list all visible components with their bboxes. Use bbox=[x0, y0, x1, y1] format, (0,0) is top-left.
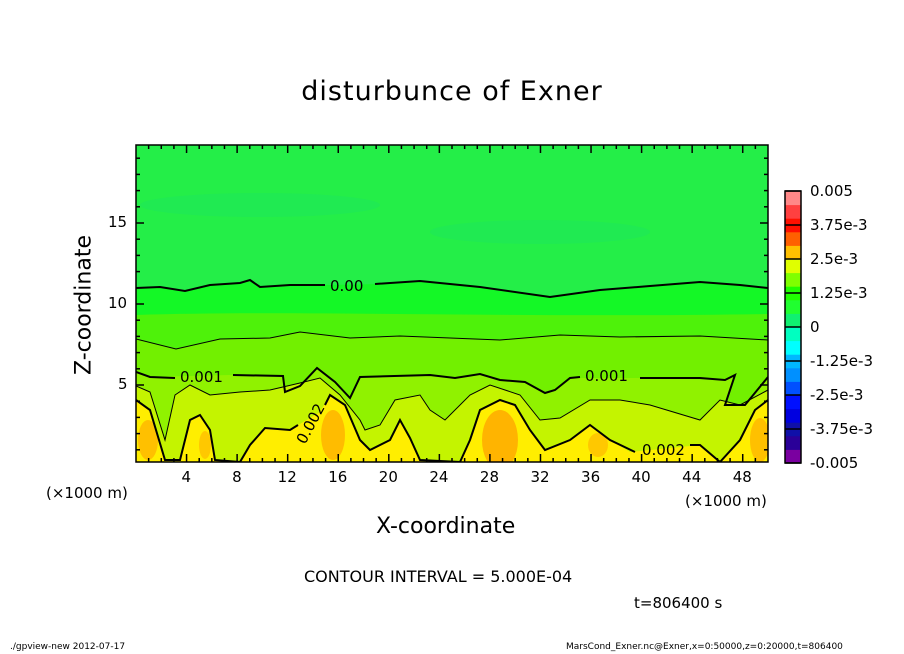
colorbar-bin bbox=[785, 313, 801, 328]
contour-label: 0.002 bbox=[642, 441, 685, 459]
colorbar-label: -3.75e-3 bbox=[810, 420, 873, 438]
colorbar-label: -0.005 bbox=[810, 454, 859, 472]
time-label: t=806400 s bbox=[634, 594, 723, 612]
colorbar-label: 0.005 bbox=[810, 182, 853, 200]
x-tick-label: 4 bbox=[181, 468, 192, 486]
x-axis-label: X-coordinate bbox=[376, 514, 516, 539]
contour-label: 0.001 bbox=[585, 367, 628, 385]
colorbar-bin bbox=[785, 395, 801, 410]
colorbar-bin bbox=[785, 449, 801, 464]
x-tick-label: 20 bbox=[378, 468, 398, 486]
colorbar-bin bbox=[785, 340, 801, 355]
y-tick-label: 10 bbox=[108, 294, 128, 312]
x-unit-left: (×1000 m) bbox=[46, 484, 128, 502]
footer-left: ./gpview-new 2012-07-17 bbox=[10, 642, 126, 652]
colorbar-bin bbox=[785, 435, 801, 450]
colorbar-frame bbox=[784, 190, 802, 464]
footer-right: MarsCond_Exner.nc@Exner,x=0:50000,z=0:20… bbox=[566, 642, 843, 652]
x-tick-label: 44 bbox=[682, 468, 702, 486]
colorbar-bin bbox=[785, 299, 801, 314]
axis-ticks bbox=[136, 145, 768, 462]
chart-title: disturbunce of Exner bbox=[301, 76, 603, 107]
colorbar-bin bbox=[785, 259, 801, 274]
colorbar-label: 3.75e-3 bbox=[810, 216, 868, 234]
x-tick-label: 8 bbox=[232, 468, 242, 486]
colorbar-bin bbox=[785, 367, 801, 382]
colorbar-label: 1.25e-3 bbox=[810, 284, 868, 302]
x-tick-label: 48 bbox=[732, 468, 752, 486]
x-tick-label: 40 bbox=[631, 468, 651, 486]
colorbar-bin bbox=[785, 245, 801, 260]
colorbar-bin bbox=[785, 327, 801, 342]
contour-label: 0.001 bbox=[180, 368, 223, 386]
x-tick-label: 36 bbox=[581, 468, 601, 486]
colorbar-label: -2.5e-3 bbox=[810, 386, 864, 404]
y-tick-label: 5 bbox=[118, 375, 128, 393]
plot-fills bbox=[136, 145, 768, 462]
colorbar bbox=[784, 190, 802, 464]
colorbar-bin bbox=[785, 191, 801, 206]
x-tick-label: 24 bbox=[429, 468, 449, 486]
x-tick-label: 12 bbox=[277, 468, 297, 486]
colorbar-label: 2.5e-3 bbox=[810, 250, 859, 268]
x-tick-label: 16 bbox=[328, 468, 348, 486]
colorbar-bin bbox=[785, 231, 801, 246]
colorbar-label: 0 bbox=[810, 318, 820, 336]
x-tick-label: 28 bbox=[479, 468, 499, 486]
x-tick-label: 32 bbox=[530, 468, 550, 486]
y-axis-label: Z-coordinate bbox=[71, 235, 97, 375]
colorbar-bin bbox=[785, 408, 801, 423]
contour-lines bbox=[136, 278, 768, 462]
colorbar-bin bbox=[785, 204, 801, 219]
colorbar-label: -1.25e-3 bbox=[810, 352, 873, 370]
y-tick-label: 15 bbox=[108, 213, 128, 231]
contour-interval: CONTOUR INTERVAL = 5.000E-04 bbox=[304, 567, 573, 586]
colorbar-bin bbox=[785, 381, 801, 396]
contour-label: 0.00 bbox=[330, 277, 363, 295]
x-unit-right: (×1000 m) bbox=[685, 492, 767, 510]
colorbar-bin bbox=[785, 272, 801, 287]
